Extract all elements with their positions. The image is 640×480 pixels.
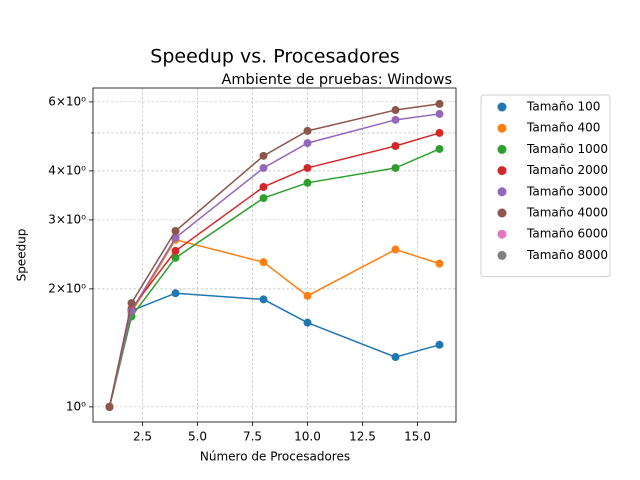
data-point (171, 246, 180, 255)
legend-label: Tamaño 6000 (526, 227, 608, 241)
legend-label: Tamaño 400 (526, 121, 600, 135)
data-point (303, 291, 312, 300)
chart-subtitle: Ambiente de pruebas: Windows (222, 72, 452, 88)
data-point (435, 128, 444, 137)
x-tick-label: 2.5 (133, 430, 152, 444)
legend-label: Tamaño 3000 (526, 184, 608, 198)
x-axis-label: Número de Procesadores (200, 450, 350, 464)
data-point (127, 299, 136, 308)
legend-marker (497, 166, 507, 176)
legend-label: Tamaño 2000 (526, 163, 608, 177)
data-point (259, 258, 268, 267)
legend-marker (497, 208, 507, 218)
plot-frame (92, 87, 457, 423)
x-tick-label: 5.0 (188, 430, 207, 444)
data-point (391, 142, 400, 151)
data-point (259, 182, 268, 191)
legend-marker (497, 102, 507, 112)
legend-marker (497, 187, 507, 197)
chart-title: Speedup vs. Procesadores (150, 46, 399, 68)
y-axis-label: Speedup (15, 229, 29, 282)
data-point (259, 163, 268, 172)
data-point (259, 194, 268, 203)
y-tick-label: 2×10⁰ (48, 281, 86, 295)
data-point (105, 402, 114, 411)
legend-label: Tamaño 1000 (526, 142, 608, 156)
data-point (435, 144, 444, 153)
legend-label: Tamaño 4000 (526, 206, 608, 220)
data-point (303, 163, 312, 172)
data-point (391, 115, 400, 124)
x-tick-label: 10.0 (294, 430, 321, 444)
y-tick-label: 4×10⁰ (48, 163, 86, 177)
legend-marker (497, 229, 507, 239)
data-point (391, 245, 400, 254)
y-tick-label: 10⁰ (66, 399, 86, 413)
data-point (259, 295, 268, 304)
legend-label: Tamaño 100 (526, 100, 600, 114)
data-point (171, 289, 180, 298)
data-point (391, 106, 400, 115)
data-point (391, 353, 400, 362)
legend-marker (497, 250, 507, 260)
data-point (171, 253, 180, 262)
x-tick-label: 7.5 (243, 430, 262, 444)
data-point (303, 318, 312, 327)
legend-marker (497, 123, 507, 133)
data-point (435, 340, 444, 349)
x-tick-label: 15.0 (404, 430, 431, 444)
data-point (435, 259, 444, 268)
y-tick-label: 6×10⁰ (48, 94, 86, 108)
legend-box (480, 94, 611, 278)
y-tick-label: 3×10⁰ (48, 212, 86, 226)
data-point (259, 151, 268, 160)
data-point (435, 99, 444, 108)
legend-label: Tamaño 8000 (526, 248, 608, 262)
data-point (171, 233, 180, 242)
data-point (303, 126, 312, 135)
data-point (435, 109, 444, 118)
legend-marker (497, 144, 507, 154)
data-point (303, 139, 312, 148)
x-tick-label: 12.5 (349, 430, 376, 444)
data-point (171, 227, 180, 236)
data-point (391, 163, 400, 172)
data-point (303, 178, 312, 187)
